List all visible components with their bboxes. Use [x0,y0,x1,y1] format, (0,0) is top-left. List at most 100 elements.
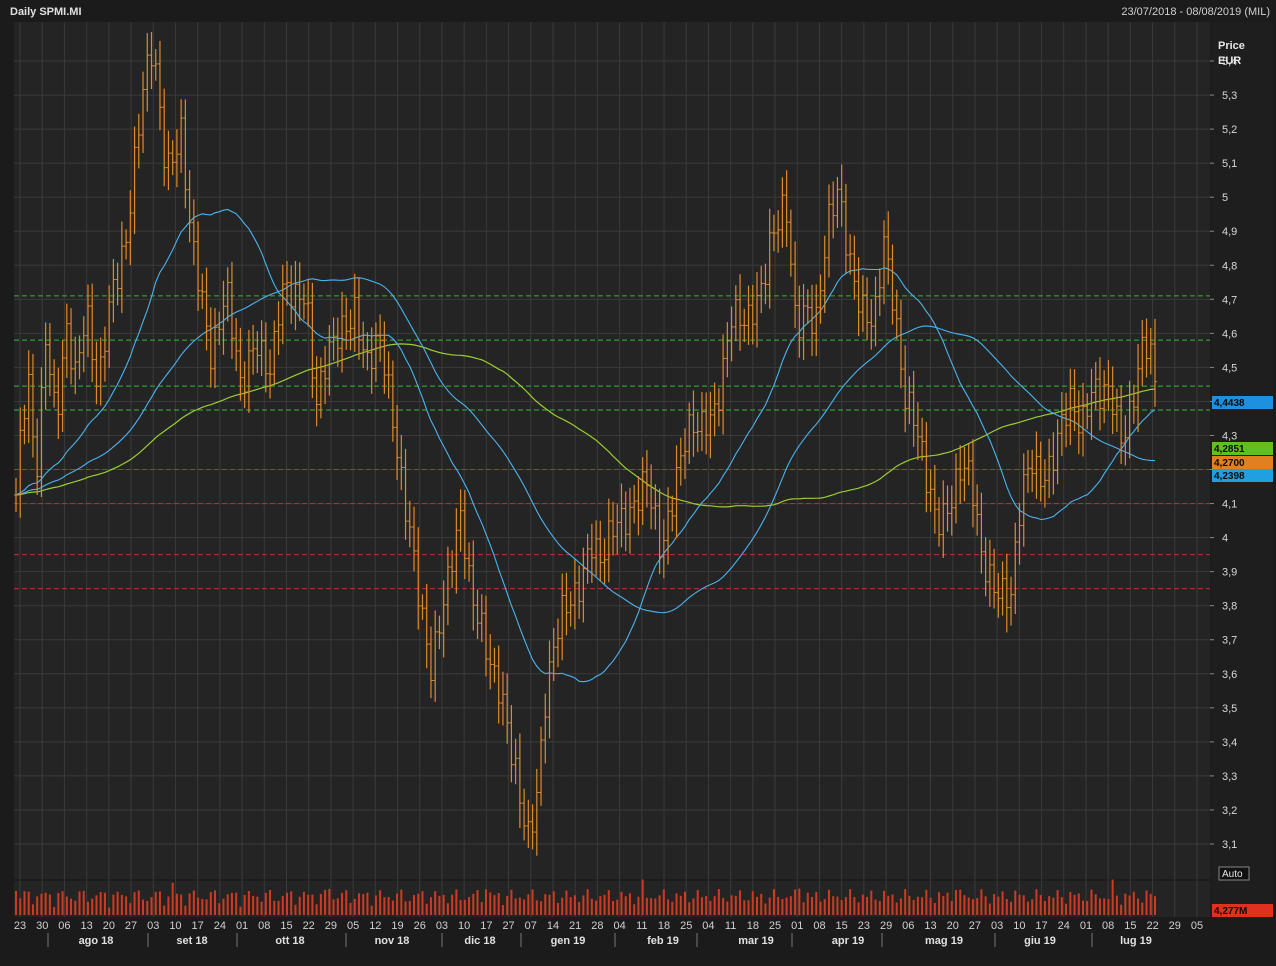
y-tick-label: 4,7 [1222,294,1237,306]
volume-bar [285,892,288,915]
volume-bar [624,896,627,915]
volume-bar [590,898,593,915]
volume-bar [912,899,915,915]
volume-bar [158,891,161,915]
y-tick-label: 4 [1222,533,1228,545]
x-tick-label: 20 [103,920,115,932]
month-label: nov 18 [375,935,410,947]
volume-bar [921,897,924,915]
volume-bar [1098,898,1101,915]
volume-bar [1031,899,1034,915]
x-tick-label: 14 [547,920,559,932]
volume-bar [870,890,873,915]
volume-bar [595,900,598,915]
volume-bar [239,906,242,915]
volume-bar [78,891,81,915]
last-value-badge [1212,456,1273,469]
volume-bar [205,899,208,915]
volume-bar [832,896,835,915]
volume-bar [730,895,733,915]
y-tick-label: 3,1 [1222,839,1237,851]
x-tick-label: 15 [280,920,292,932]
volume-bar [341,892,344,915]
y-tick-label: 3,6 [1222,669,1237,681]
volume-bar [954,889,957,915]
volume-bar [1103,898,1106,915]
volume-bar [641,879,644,915]
volume-bar [429,897,432,915]
volume-bar [442,894,445,915]
x-tick-label: 18 [658,920,670,932]
volume-bar [565,890,568,915]
volume-bar [908,895,911,915]
volume-bar [362,894,365,915]
volume-bar [620,891,623,915]
volume-bar [468,897,471,915]
volume-bar [887,895,890,915]
volume-bar [260,901,263,915]
y-tick-label: 4,6 [1222,328,1237,340]
volume-bar [1141,902,1144,915]
volume-bar [662,889,665,915]
volume-bar [1120,904,1123,915]
volume-bar [658,895,661,915]
x-tick-label: 29 [1169,920,1181,932]
month-label: feb 19 [647,935,679,947]
volume-bar [188,893,191,915]
volume-bar [586,889,589,915]
last-value-badge-text: 4,277M [1214,906,1247,917]
volume-bar [112,894,115,915]
volume-bar [556,903,559,915]
volume-bar [256,896,259,915]
volume-bar [192,890,195,915]
x-tick-label: 03 [436,920,448,932]
volume-bar [722,897,725,915]
volume-bar [1145,890,1148,915]
volume-bar [1065,903,1068,915]
last-value-badge-text: 4,2398 [1214,471,1245,482]
volume-bar [946,892,949,915]
x-tick-label: 27 [125,920,137,932]
x-tick-label: 30 [36,920,48,932]
x-tick-label: 10 [169,920,181,932]
auto-scale-button[interactable] [1218,866,1250,881]
volume-bar [967,897,970,915]
volume-bar [396,893,399,915]
y-tick-label: 4,9 [1222,226,1237,238]
volume-bar [637,896,640,915]
volume-bar [497,892,500,915]
volume-bar [827,889,830,915]
volume-bar [616,899,619,915]
x-tick-label: 17 [480,920,492,932]
sma-slow-line [15,343,1156,508]
x-tick-label: 01 [236,920,248,932]
volume-bar [99,892,102,915]
volume-bar [421,891,424,915]
volume-bar [353,898,356,915]
volume-bar [226,894,229,915]
month-label: giu 19 [1024,935,1056,947]
volume-bar [734,895,737,915]
x-tick-label: 07 [525,920,537,932]
volume-bar [510,889,513,915]
volume-bar [391,900,394,915]
volume-bar [781,898,784,915]
last-value-badge-text: 4,2700 [1214,458,1245,469]
volume-bar [904,889,907,915]
volume-bar [811,896,814,915]
currency-axis-label: EUR [1218,55,1241,67]
volume-bar [599,896,602,915]
x-tick-label: 01 [1080,920,1092,932]
y-tick-label: 5,1 [1222,158,1237,170]
volume-bar [1060,897,1063,915]
volume-bar [116,891,119,915]
volume-bar [861,894,864,915]
volume-bar [675,893,678,915]
volume-bar [1001,891,1004,915]
volume-bar [129,903,132,915]
volume-bar [899,898,902,915]
volume-bar [527,894,530,915]
volume-bar [1124,893,1127,915]
volume-bar [1069,891,1072,915]
